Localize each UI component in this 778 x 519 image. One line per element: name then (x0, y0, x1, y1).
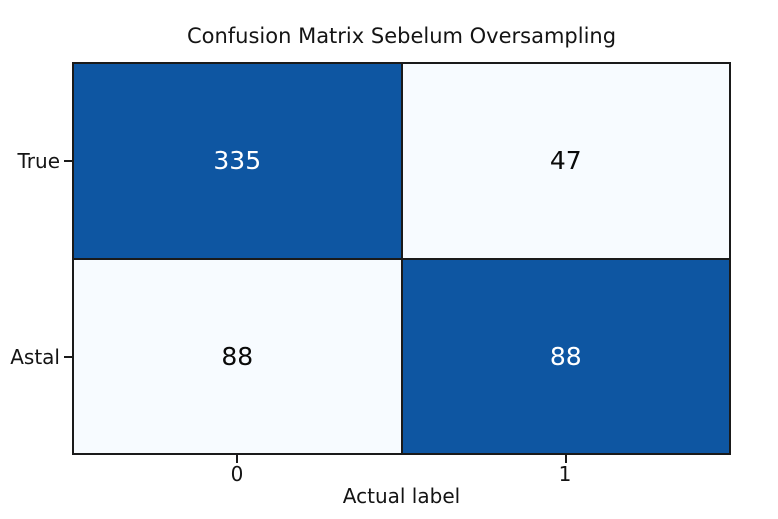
matrix-cell-0-1: 47 (402, 64, 729, 258)
y-tick-label-astal: Astal (10, 345, 60, 369)
chart-title: Confusion Matrix Sebelum Oversampling (186, 24, 617, 48)
y-tick-mark-true (64, 160, 72, 162)
x-tick-label-1: 1 (558, 462, 572, 486)
y-tick-mark-astal (64, 356, 72, 358)
x-tick-mark-0 (236, 455, 238, 463)
heatmap-axes: 335 47 88 88 (72, 62, 731, 455)
matrix-cell-1-0: 88 (74, 259, 401, 453)
x-tick-label-0: 0 (230, 462, 244, 486)
x-tick-mark-1 (565, 455, 567, 463)
y-tick-label-true: True (17, 149, 60, 173)
matrix-cell-0-0: 335 (74, 64, 401, 258)
matrix-cell-1-1: 88 (402, 259, 729, 453)
x-axis-label: Actual label (342, 484, 461, 508)
